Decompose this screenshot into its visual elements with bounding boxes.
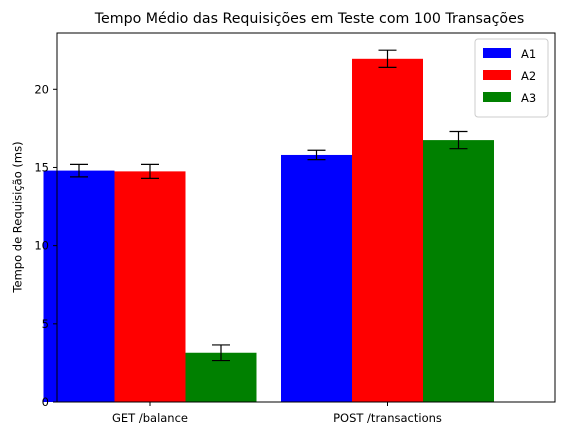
x-tick-label: GET /balance bbox=[112, 411, 188, 425]
y-axis-label: Tempo de Requisição (ms) bbox=[11, 141, 25, 293]
bars-layer bbox=[43, 58, 494, 402]
legend-label-a1: A1 bbox=[521, 47, 536, 61]
errorbars-layer bbox=[70, 49, 468, 362]
x-tick-label: POST /transactions bbox=[333, 411, 442, 425]
y-tick-label: 20 bbox=[34, 82, 49, 96]
bar-a1-0 bbox=[43, 170, 115, 402]
axes-layer: 0 5 10 15 20 GET /balance POST /transactions bbox=[34, 32, 556, 425]
legend-label-a2: A2 bbox=[521, 69, 536, 83]
y-tick-label: 5 bbox=[42, 317, 49, 331]
y-tick-label: 10 bbox=[34, 239, 49, 253]
bar-a2-1 bbox=[352, 58, 423, 402]
y-tick-label: 0 bbox=[42, 395, 49, 409]
plot-frame bbox=[56, 32, 556, 403]
bar-a3-1 bbox=[423, 140, 494, 402]
bar-a2-0 bbox=[114, 171, 186, 402]
legend: A1 A2 A3 bbox=[474, 38, 549, 118]
y-tick-label: 15 bbox=[34, 160, 49, 174]
legend-swatch-a2 bbox=[483, 70, 511, 80]
legend-swatch-a1 bbox=[483, 48, 511, 58]
bar-a1-1 bbox=[281, 154, 352, 402]
legend-swatch-a3 bbox=[483, 92, 511, 102]
chart-title: Tempo Médio das Requisições em Teste com… bbox=[94, 11, 524, 27]
legend-label-a3: A3 bbox=[521, 91, 536, 105]
